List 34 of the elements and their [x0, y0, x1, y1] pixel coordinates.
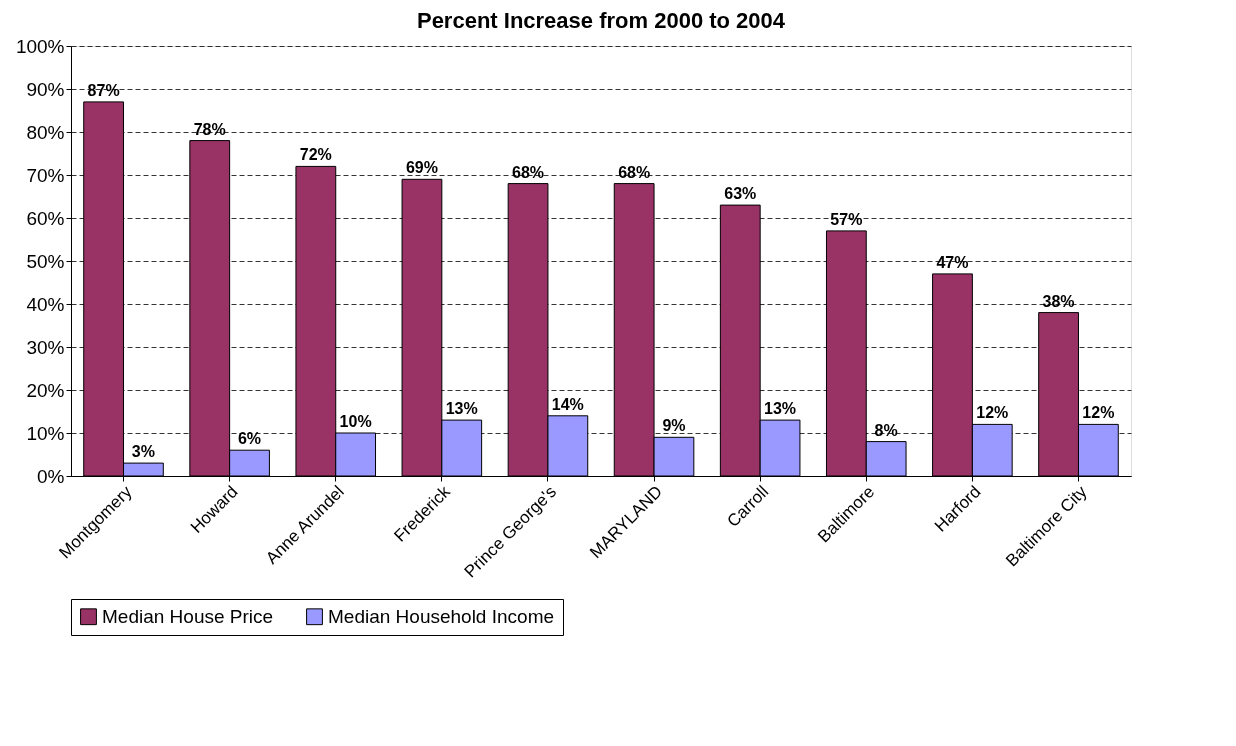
data-label: 38%: [1042, 292, 1075, 310]
data-label: 47%: [936, 253, 969, 271]
data-label: 12%: [976, 404, 1009, 422]
data-label: 57%: [830, 210, 863, 228]
data-label: 8%: [874, 421, 898, 439]
data-label: 87%: [87, 81, 120, 99]
data-label: 13%: [445, 400, 478, 418]
data-label: 69%: [405, 159, 438, 177]
data-label: 63%: [724, 185, 757, 203]
legend-label: Median House Price: [102, 605, 274, 627]
data-label: 9%: [662, 417, 686, 435]
y-tick-label: 70%: [26, 164, 65, 186]
y-tick-label: 100%: [15, 35, 65, 57]
y-tick-label: 20%: [26, 379, 65, 401]
y-tick-label: 10%: [26, 422, 65, 444]
data-label: 13%: [764, 400, 797, 418]
data-label: 12%: [1082, 404, 1115, 422]
data-label: 72%: [299, 146, 332, 164]
data-label: 68%: [512, 163, 545, 181]
y-tick-label: 0%: [37, 465, 65, 487]
data-label: 78%: [193, 120, 226, 138]
data-label: 10%: [339, 413, 372, 430]
y-tick-label: 80%: [26, 121, 65, 143]
y-tick-label: 40%: [26, 293, 65, 315]
chart-title: Percent Increase from 2000 to 2004: [416, 8, 786, 33]
data-label: 6%: [237, 430, 262, 448]
y-tick-label: 60%: [26, 207, 65, 229]
y-tick-label: 30%: [26, 336, 65, 358]
data-label: 14%: [551, 395, 584, 413]
y-tick-label: 50%: [26, 250, 65, 272]
legend-label: Median Household Income: [328, 605, 555, 627]
y-tick-label: 90%: [26, 78, 65, 100]
data-label: 68%: [618, 163, 651, 181]
data-label: 3%: [131, 443, 155, 461]
